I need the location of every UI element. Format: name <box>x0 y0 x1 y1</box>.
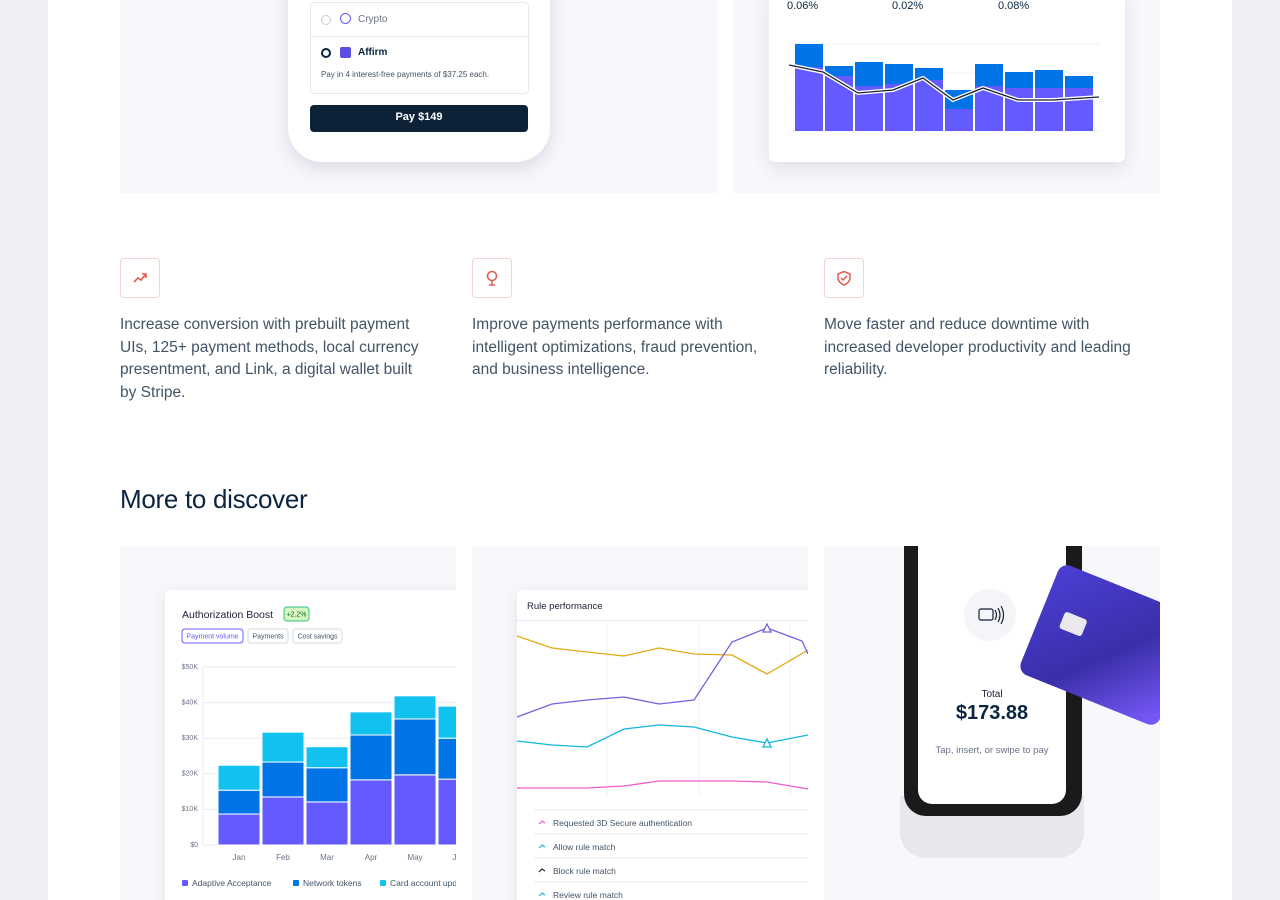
mini-chart <box>788 43 1101 132</box>
feature-text: Improve payments performance with intell… <box>472 316 758 378</box>
legend-swatch <box>380 880 386 886</box>
x-tick-label: Jan <box>233 853 246 862</box>
total-amount: $173.88 <box>955 702 1029 724</box>
chart-panel <box>517 590 808 900</box>
y-tick-label: $50K <box>182 664 199 671</box>
contactless-icon <box>964 589 1016 641</box>
x-tick-label: May <box>407 853 422 862</box>
rate: 0.02% <box>892 0 924 12</box>
legend-item: Block rule match <box>553 866 616 876</box>
x-tick-label: Apr <box>365 853 378 862</box>
chart-title: Authorization Boost <box>182 609 273 621</box>
rate: 0.06% <box>787 0 819 12</box>
growth-icon <box>120 258 160 298</box>
x-tick-label: Feb <box>276 853 290 862</box>
rate: 0.08% <box>998 0 1030 12</box>
analytics-card: 0.06% 0.02% 0.08% <box>733 0 1160 193</box>
badge-text: +2.2% <box>286 611 306 618</box>
chip <box>1058 611 1088 637</box>
bar-segment <box>437 737 456 780</box>
section-title: More to discover <box>120 484 308 514</box>
pay-button[interactable]: Pay $149 <box>310 105 528 132</box>
crypto-icon <box>340 13 351 24</box>
bar-segment <box>393 695 437 720</box>
bar-segment <box>261 796 305 846</box>
radio-selected[interactable] <box>321 48 331 58</box>
bar-segment <box>305 746 349 769</box>
shield-icon <box>824 258 864 298</box>
instruction: Tap, insert, or swipe to pay <box>935 745 1049 756</box>
option-label[interactable]: Crypto <box>358 14 388 25</box>
legend-item: Allow rule match <box>553 842 616 852</box>
authorization-card[interactable]: Authorization Boost +2.2% Payment volume Pa… <box>120 546 456 900</box>
legend-item: Review rule match <box>553 890 623 900</box>
legend-label: Network tokens <box>303 878 362 888</box>
legend-label: Card account updater <box>390 878 456 888</box>
bar-segment <box>305 767 349 803</box>
legend-label: Adaptive Acceptance <box>192 878 272 888</box>
tab-label[interactable]: Payments <box>252 633 284 640</box>
affirm-icon <box>340 47 351 58</box>
bar-segment <box>349 711 393 736</box>
checkout-card: Crypto Affirm Pay in 4 interest-free pay… <box>120 0 717 193</box>
tab[interactable] <box>247 628 289 644</box>
radio[interactable] <box>321 15 331 25</box>
bar-segment <box>217 764 261 791</box>
y-tick-label: $40K <box>182 699 199 706</box>
badge <box>283 606 310 622</box>
bar-segment <box>261 731 305 763</box>
bar-segment <box>393 774 437 846</box>
phone: Crypto Affirm Pay in 4 interest-free pay… <box>288 0 550 162</box>
rules-card[interactable]: Rule performance Requested 3D Secure aut… <box>472 546 808 900</box>
globe-icon <box>472 258 512 298</box>
option-label[interactable]: Affirm <box>358 47 388 58</box>
x-tick-label: Mar <box>320 853 334 862</box>
bar-segment <box>217 789 261 815</box>
y-tick-label: $20K <box>182 771 199 778</box>
tab-label[interactable]: Cost savings <box>297 633 338 640</box>
divider <box>310 36 527 37</box>
y-tick-label: $30K <box>182 735 199 742</box>
x-tick-label: Jun <box>453 853 456 862</box>
total-label: Total <box>981 689 1003 700</box>
bar-segment <box>393 718 437 776</box>
legend-swatch <box>182 880 188 886</box>
legend-item: Requested 3D Secure authentication <box>553 818 692 828</box>
bar-segment <box>437 705 456 739</box>
affirm-note: Pay in 4 interest-free payments of $37.2… <box>321 70 490 79</box>
bar-segment <box>437 778 456 846</box>
tab[interactable] <box>181 628 244 644</box>
bar-segment <box>349 734 393 781</box>
tab[interactable] <box>292 628 343 644</box>
feature-text: Move faster and reduce downtime with inc… <box>824 316 1131 378</box>
divider <box>517 620 808 621</box>
legend-swatch <box>293 880 299 886</box>
y-tick-label: $0 <box>190 842 198 849</box>
y-tick-label: $10K <box>182 806 199 813</box>
bar-segment <box>349 779 393 846</box>
line-illustration <box>516 622 808 897</box>
bar-segment <box>217 813 261 846</box>
feature-text: Increase conversion with prebuilt paymen… <box>120 316 419 401</box>
bar-segment <box>305 801 349 846</box>
tab-label[interactable]: Payment volume <box>186 633 238 640</box>
panel-title: Rule performance <box>527 601 603 612</box>
chart: Authorization Boost +2.2% Payment volume Pa… <box>181 606 456 888</box>
payment-options <box>310 2 529 94</box>
bar-segment <box>261 761 305 798</box>
terminal-card[interactable]: Total $173.88 Tap, insert, or swipe to p… <box>824 546 1160 900</box>
